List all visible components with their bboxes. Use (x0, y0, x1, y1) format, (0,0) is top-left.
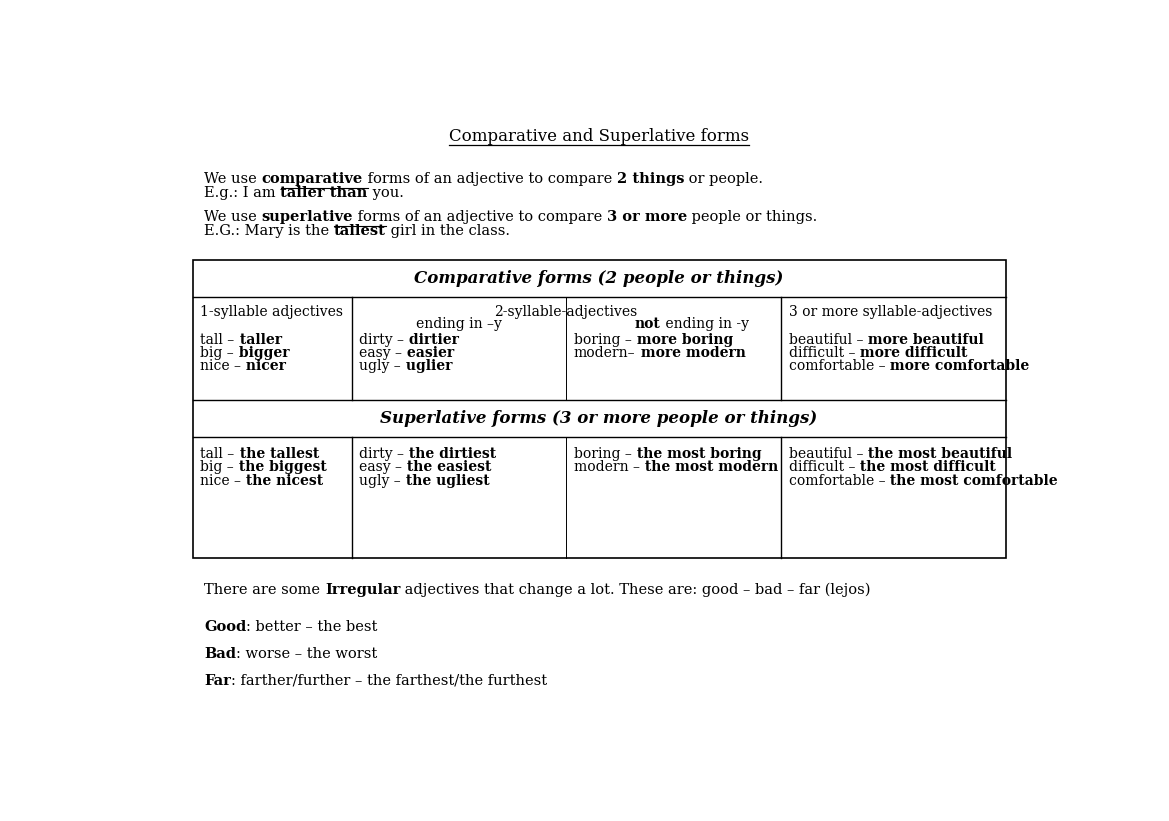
Text: Irregular: Irregular (325, 583, 400, 597)
Text: Comparative forms (2 people or things): Comparative forms (2 people or things) (415, 270, 783, 287)
Text: the biggest: the biggest (234, 461, 327, 475)
Text: forms of an adjective to compare: forms of an adjective to compare (353, 210, 607, 224)
Text: more modern: more modern (636, 346, 746, 360)
Text: you.: you. (368, 186, 403, 200)
Text: comfortable –: comfortable – (789, 474, 885, 488)
Bar (193, 260, 1005, 558)
Text: We use: We use (205, 172, 262, 186)
Text: nice –: nice – (200, 474, 241, 488)
Text: dirty –: dirty – (359, 333, 404, 346)
Text: Comparative and Superlative forms: Comparative and Superlative forms (449, 128, 749, 144)
Text: or people.: or people. (684, 172, 763, 186)
Text: boring –: boring – (574, 333, 631, 346)
Text: adjectives that change a lot. These are: good – bad – far (lejos): adjectives that change a lot. These are:… (400, 583, 871, 597)
Text: ugly –: ugly – (359, 474, 401, 488)
Text: the nicest: the nicest (241, 474, 324, 488)
Text: modern –: modern – (574, 461, 639, 475)
Text: more difficult: more difficult (855, 346, 968, 360)
Text: tall –: tall – (200, 447, 235, 461)
Text: ugly –: ugly – (359, 359, 401, 373)
Text: the most boring: the most boring (631, 447, 761, 461)
Text: difficult –: difficult – (789, 461, 855, 475)
Text: : farther/further – the farthest/the furthest: : farther/further – the farthest/the fur… (231, 674, 547, 688)
Text: : worse – the worst: : worse – the worst (236, 647, 378, 661)
Text: more beautiful: more beautiful (863, 333, 984, 346)
Text: boring –: boring – (574, 447, 631, 461)
Text: We use: We use (205, 210, 262, 224)
Text: the most beautiful: the most beautiful (863, 447, 1012, 461)
Text: the tallest: the tallest (235, 447, 319, 461)
Text: superlative: superlative (262, 210, 353, 224)
Text: the most difficult: the most difficult (855, 461, 996, 475)
Text: : better – the best: : better – the best (247, 620, 378, 634)
Text: Good: Good (205, 620, 247, 634)
Text: dirty –: dirty – (359, 447, 404, 461)
Text: nicer: nicer (241, 359, 286, 373)
Text: nice –: nice – (200, 359, 241, 373)
Text: bigger: bigger (234, 346, 290, 360)
Text: beautiful –: beautiful – (789, 333, 863, 346)
Text: E.g.: I am: E.g.: I am (205, 186, 281, 200)
Text: girl in the class.: girl in the class. (386, 224, 510, 238)
Text: ending in -y: ending in -y (660, 317, 748, 331)
Text: people or things.: people or things. (687, 210, 817, 224)
Text: forms of an adjective to compare: forms of an adjective to compare (362, 172, 617, 186)
Text: comparative: comparative (262, 172, 362, 186)
Text: comfortable –: comfortable – (789, 359, 885, 373)
Text: There are some: There are some (205, 583, 325, 597)
Text: the dirtiest: the dirtiest (404, 447, 497, 461)
Text: easy –: easy – (359, 461, 402, 475)
Text: the ugliest: the ugliest (401, 474, 490, 488)
Text: ending in –y: ending in –y (416, 317, 502, 331)
Text: the most modern: the most modern (639, 461, 779, 475)
Text: tall –: tall – (200, 333, 235, 346)
Text: not: not (635, 317, 660, 331)
Text: the most comfortable: the most comfortable (885, 474, 1058, 488)
Text: taller: taller (235, 333, 282, 346)
Text: difficult –: difficult – (789, 346, 855, 360)
Text: the easiest: the easiest (402, 461, 492, 475)
Text: 1-syllable adjectives: 1-syllable adjectives (200, 305, 344, 319)
Text: modern–: modern– (574, 346, 636, 360)
Text: taller than: taller than (281, 186, 368, 200)
Text: beautiful –: beautiful – (789, 447, 863, 461)
Text: 3 or more syllable-adjectives: 3 or more syllable-adjectives (789, 305, 992, 319)
Text: tallest: tallest (334, 224, 386, 238)
Text: Far: Far (205, 674, 231, 688)
Text: more comfortable: more comfortable (885, 359, 1030, 373)
Text: 2-syllable-adjectives: 2-syllable-adjectives (494, 305, 638, 319)
Text: easier: easier (402, 346, 455, 360)
Text: dirtier: dirtier (404, 333, 459, 346)
Text: 2 things: 2 things (617, 172, 684, 186)
Text: Superlative forms (3 or more people or things): Superlative forms (3 or more people or t… (380, 410, 818, 428)
Text: big –: big – (200, 461, 234, 475)
Text: big –: big – (200, 346, 234, 360)
Text: 3 or more: 3 or more (607, 210, 687, 224)
Text: E.G.: Mary is the: E.G.: Mary is the (205, 224, 334, 238)
Text: uglier: uglier (401, 359, 452, 373)
Text: more boring: more boring (631, 333, 733, 346)
Text: easy –: easy – (359, 346, 402, 360)
Text: Bad: Bad (205, 647, 236, 661)
